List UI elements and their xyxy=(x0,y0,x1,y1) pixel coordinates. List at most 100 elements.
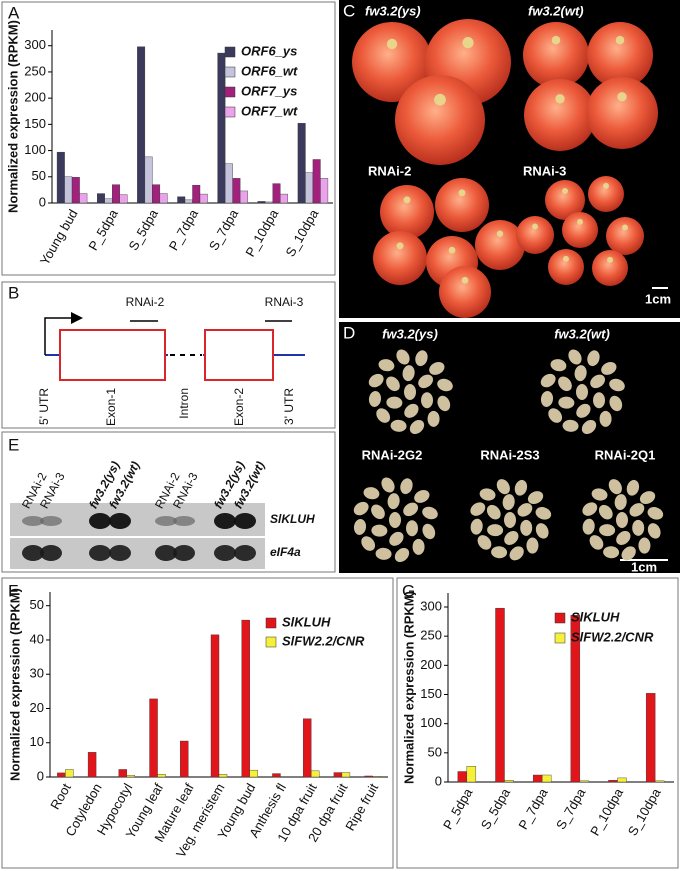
seed xyxy=(404,384,416,400)
y-axis-label: Normalized expression (RPKM) xyxy=(401,591,416,784)
seed xyxy=(400,478,413,495)
exon xyxy=(59,329,166,381)
seed xyxy=(562,419,579,432)
seed xyxy=(470,502,486,516)
gene-diagram: B RNAi-2 RNAi-3 5' UTR Exon-1 Intron Exo… xyxy=(8,283,305,426)
band xyxy=(89,545,111,561)
bar xyxy=(217,52,226,204)
seed xyxy=(412,538,425,555)
band xyxy=(155,516,177,526)
y-tick-label: 300 xyxy=(24,37,46,52)
probe-label: RNAi-2 xyxy=(126,295,165,309)
bar xyxy=(152,184,161,204)
seed xyxy=(361,536,376,551)
band xyxy=(40,545,62,561)
tomato xyxy=(516,216,554,254)
seed xyxy=(626,479,640,496)
seed xyxy=(479,488,496,501)
x-tick-label: P_7dpa xyxy=(166,206,202,253)
seed xyxy=(504,530,519,545)
y-tick-label: 50 xyxy=(30,597,44,612)
bar xyxy=(333,772,343,778)
legend-swatch xyxy=(265,617,277,629)
x-tick-label: Young bud xyxy=(37,207,81,268)
row-label: SlKLUH xyxy=(270,512,315,526)
x-tick-label: P_7dpa xyxy=(515,785,551,832)
bar xyxy=(126,775,136,778)
tomato-stem xyxy=(462,37,474,49)
seed xyxy=(390,419,407,432)
seed xyxy=(535,507,552,520)
tomato xyxy=(439,266,491,318)
seed xyxy=(639,491,656,505)
tomato-stem xyxy=(448,246,456,254)
panel-label: C xyxy=(343,1,355,20)
tss-arrow xyxy=(44,312,83,355)
y-tick-label: 250 xyxy=(420,628,442,643)
seed xyxy=(520,519,533,536)
seed xyxy=(421,392,434,409)
y-tick-label: 250 xyxy=(24,63,46,78)
seed xyxy=(394,548,410,563)
bar xyxy=(137,46,146,204)
seed xyxy=(632,519,645,536)
seed xyxy=(608,479,622,495)
seed xyxy=(437,378,453,392)
seed xyxy=(589,535,604,550)
group-label: RNAi-2S3 xyxy=(480,447,539,462)
seed xyxy=(409,420,425,435)
tomato xyxy=(587,22,653,88)
seed xyxy=(609,378,625,392)
tomato xyxy=(395,75,485,165)
tomato xyxy=(373,231,427,285)
panel-label: B xyxy=(8,283,19,302)
bar xyxy=(457,771,468,783)
seed xyxy=(429,361,445,375)
seed xyxy=(568,349,582,365)
seed xyxy=(386,376,400,392)
legend-swatch xyxy=(224,46,236,58)
seed xyxy=(404,403,419,418)
y-tick-label: 200 xyxy=(24,90,46,105)
seed xyxy=(491,546,508,559)
panel-frame xyxy=(396,577,679,869)
bar xyxy=(157,774,166,778)
bar xyxy=(297,123,306,204)
band xyxy=(109,513,131,529)
seed xyxy=(371,524,388,537)
panel-label: G xyxy=(402,581,415,600)
legend-swatch xyxy=(224,66,236,78)
group-label: RNAi-2 xyxy=(368,163,411,178)
tomato-stem xyxy=(615,35,625,45)
legend-label: SlFW2.2/CNR xyxy=(282,633,365,648)
seed xyxy=(502,494,515,511)
seed xyxy=(406,520,419,537)
bar xyxy=(149,698,158,778)
bar xyxy=(241,619,250,778)
tomato-stem xyxy=(532,223,538,230)
bar xyxy=(71,177,80,204)
seed xyxy=(576,384,588,400)
y-axis-label: Normalized expression (RPKM) xyxy=(7,588,22,781)
bar xyxy=(112,184,120,204)
seed xyxy=(514,479,528,496)
seed xyxy=(582,502,598,516)
seed xyxy=(353,519,367,535)
seed xyxy=(470,518,483,535)
seed xyxy=(601,361,617,375)
x-tick-label: S_5dpa xyxy=(126,206,162,253)
seed xyxy=(486,504,501,520)
seed xyxy=(487,524,504,537)
scale-label: 1cm xyxy=(645,291,671,306)
bar xyxy=(119,194,128,204)
bar xyxy=(159,193,168,204)
bar xyxy=(265,201,273,204)
seed xyxy=(603,546,620,559)
x-tick-label: P_10dpa xyxy=(242,206,281,259)
panel-frame xyxy=(1,577,394,869)
tomato xyxy=(592,250,628,286)
bar xyxy=(272,183,281,204)
group-label: RNAi-2G2 xyxy=(362,447,423,462)
y-tick-label: 50 xyxy=(428,744,442,759)
scale-label: 1cm xyxy=(631,559,657,574)
